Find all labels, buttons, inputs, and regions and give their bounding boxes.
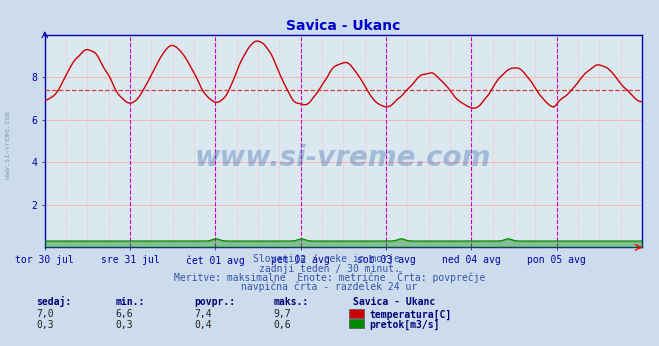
Text: maks.:: maks.: xyxy=(273,297,308,307)
Text: 7,0: 7,0 xyxy=(36,309,54,319)
Text: povpr.:: povpr.: xyxy=(194,297,235,307)
Text: 0,3: 0,3 xyxy=(115,320,133,330)
Text: 0,3: 0,3 xyxy=(36,320,54,330)
Text: 7,4: 7,4 xyxy=(194,309,212,319)
Text: www.si-vreme.com: www.si-vreme.com xyxy=(195,144,492,172)
Text: sedaj:: sedaj: xyxy=(36,296,71,307)
Text: 0,4: 0,4 xyxy=(194,320,212,330)
Text: www.si-vreme.com: www.si-vreme.com xyxy=(5,111,11,179)
Text: temperatura[C]: temperatura[C] xyxy=(369,309,451,319)
Text: 0,6: 0,6 xyxy=(273,320,291,330)
Text: 6,6: 6,6 xyxy=(115,309,133,319)
Text: 9,7: 9,7 xyxy=(273,309,291,319)
Text: navpična črta - razdelek 24 ur: navpična črta - razdelek 24 ur xyxy=(241,281,418,292)
Text: pretok[m3/s]: pretok[m3/s] xyxy=(369,320,440,330)
Text: Meritve: maksimalne  Enote: metrične  Črta: povprečje: Meritve: maksimalne Enote: metrične Črta… xyxy=(174,271,485,283)
Title: Savica - Ukanc: Savica - Ukanc xyxy=(286,19,401,34)
Text: Savica - Ukanc: Savica - Ukanc xyxy=(353,297,435,307)
Text: min.:: min.: xyxy=(115,297,145,307)
Text: Slovenija / reke in morje.: Slovenija / reke in morje. xyxy=(253,254,406,264)
Text: zadnji teden / 30 minut.: zadnji teden / 30 minut. xyxy=(259,264,400,274)
